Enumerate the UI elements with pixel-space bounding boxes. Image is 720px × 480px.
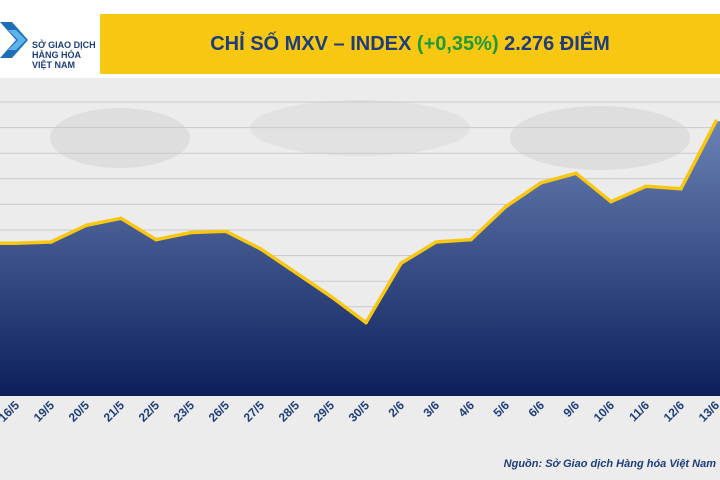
area-fill — [0, 121, 720, 396]
x-tick-label: 29/5 — [311, 398, 338, 425]
x-tick-label: 2/6 — [385, 398, 407, 420]
data-point-12-6 — [679, 186, 683, 191]
data-point-21-5 — [119, 216, 123, 221]
data-point-16-5 — [14, 241, 18, 245]
x-tick-label: 22/5 — [136, 398, 163, 425]
data-point-9-6 — [574, 171, 578, 176]
data-point-20-5 — [84, 223, 88, 228]
logo-line-1: SỞ GIAO DỊCH — [32, 40, 96, 50]
logo: SỞ GIAO DỊCH HÀNG HÓA VIỆT NAM — [0, 14, 100, 70]
x-tick-label: 30/5 — [346, 398, 373, 425]
x-tick-label: 20/5 — [66, 398, 93, 425]
x-tick-label: 6/6 — [525, 398, 547, 420]
x-axis-labels: 16/5 19/5 20/5 21/5 22/5 23/5 26/5 27/5 28/5 29/5… — [0, 398, 720, 425]
logo-line-3: VIỆT NAM — [32, 60, 76, 70]
x-tick-label: 3/6 — [420, 398, 442, 420]
logo-chevron-icon — [0, 22, 28, 58]
data-point-5-6 — [504, 204, 508, 209]
chart-title: CHỈ SỐ MXV – INDEX (+0,35%) 2.276 ĐIỂM — [100, 14, 720, 74]
x-tick-label: 26/5 — [206, 398, 233, 425]
x-tick-label: 28/5 — [276, 398, 303, 425]
title-prefix: CHỈ SỐ MXV – INDEX — [210, 33, 417, 55]
x-tick-label: 12/6 — [661, 398, 688, 425]
x-tick-label: 21/5 — [101, 398, 128, 425]
logo-text: SỞ GIAO DỊCH HÀNG HÓA VIỆT NAM — [32, 40, 112, 70]
data-point-2-6 — [399, 261, 403, 266]
title-band: CHỈ SỐ MXV – INDEX (+0,35%) 2.276 ĐIỂM — [100, 14, 720, 74]
data-point-4-6 — [469, 237, 473, 242]
title-change: (+0,35%) — [416, 33, 499, 55]
x-tick-label: 9/6 — [560, 398, 582, 420]
x-tick-label: 27/5 — [241, 398, 268, 425]
x-tick-label: 5/6 — [490, 398, 512, 420]
chart-area: 16/5 19/5 20/5 21/5 22/5 23/5 26/5 27/5 28/5 29/5… — [0, 100, 720, 425]
data-point-10-6 — [609, 199, 613, 204]
x-tick-label: 4/6 — [455, 398, 477, 420]
background-map — [50, 100, 690, 170]
data-point-28-5 — [294, 271, 298, 275]
series-line — [0, 120, 718, 325]
data-point-27-5 — [259, 247, 263, 251]
data-point-26-5 — [224, 229, 228, 234]
x-tick-label: 23/5 — [171, 398, 198, 425]
title-suffix: 2.276 ĐIỂM — [498, 33, 610, 55]
data-point-11-6 — [644, 184, 648, 189]
data-point-3-6 — [434, 240, 438, 244]
header: SỞ GIAO DỊCH HÀNG HÓA VIỆT NAM CHỈ SỐ MX… — [0, 0, 720, 78]
data-point-29-5 — [329, 294, 333, 299]
data-point-22-5 — [154, 237, 158, 242]
x-tick-label: 16/5 — [0, 398, 22, 425]
data-point-23-5 — [189, 230, 193, 235]
data-point-6-6 — [539, 181, 543, 185]
data-points — [14, 119, 718, 325]
data-point-13-6 — [714, 119, 718, 123]
logo-line-2: HÀNG HÓA — [32, 50, 81, 60]
x-tick-label: 13/6 — [696, 398, 720, 425]
source-note: Nguồn: Sở Giao dịch Hàng hóa Việt Nam — [503, 458, 716, 470]
data-point-19-5 — [49, 240, 53, 244]
data-point-30-5 — [364, 320, 368, 325]
x-tick-label: 10/6 — [591, 398, 618, 425]
x-tick-label: 19/5 — [31, 398, 58, 425]
x-tick-label: 11/6 — [626, 398, 652, 424]
